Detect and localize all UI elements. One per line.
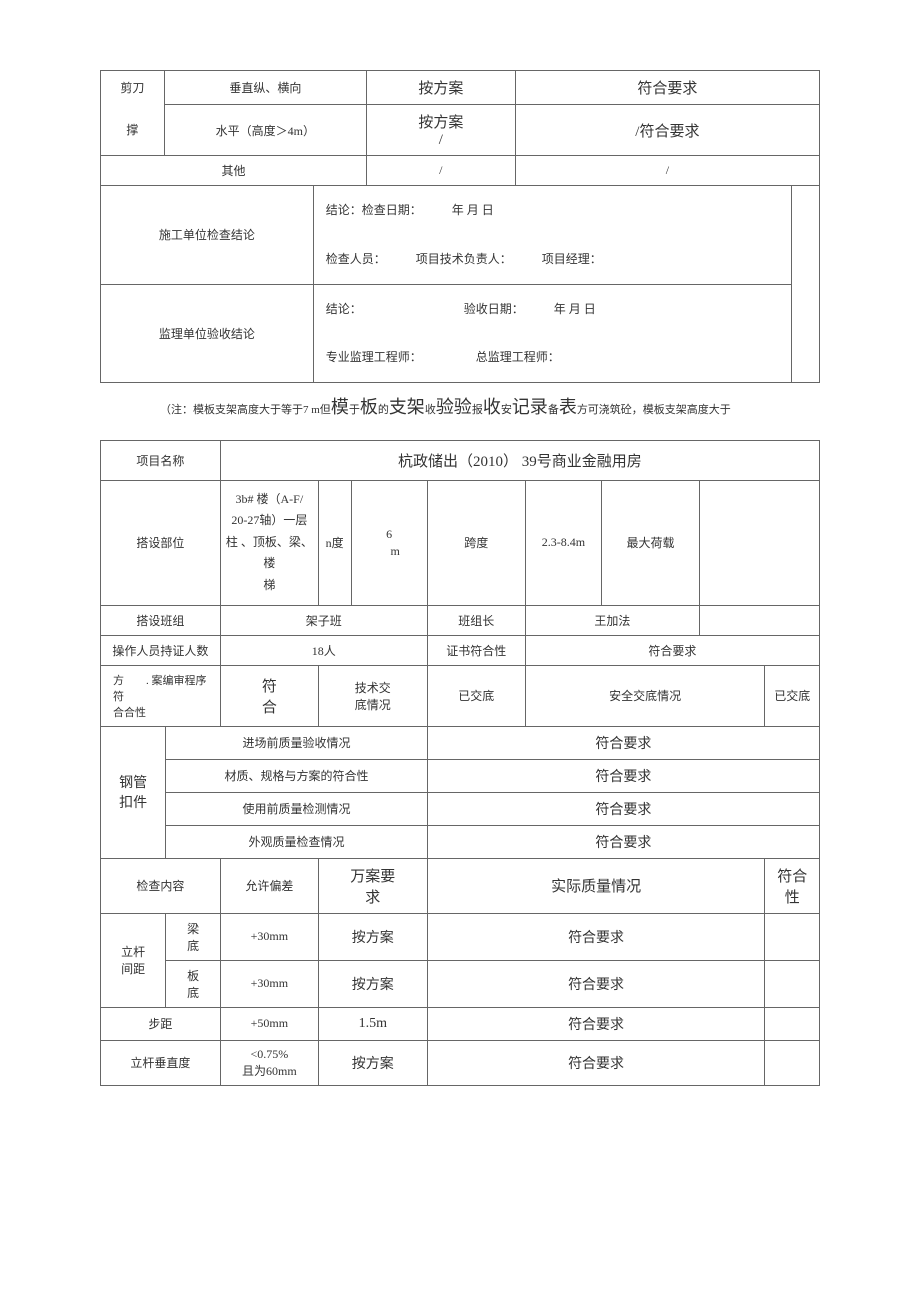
steel-r1-value: 符合要求 bbox=[427, 726, 819, 759]
t1-r1c2: 垂直纵、横向 bbox=[164, 71, 366, 105]
t1-construct-line1: 结论：检查日期： 年 月 日 bbox=[313, 186, 792, 235]
certcount-label: 操作人员持证人数 bbox=[101, 635, 221, 665]
tol-50: +50mm bbox=[220, 1007, 318, 1040]
steel-label: 钢管 扣件 bbox=[101, 726, 166, 858]
vert-conf: 符合要求 bbox=[427, 1040, 765, 1085]
step-label: 步距 bbox=[101, 1007, 221, 1040]
t1-r2c3: 按方案 / bbox=[366, 105, 515, 156]
t1-construct-label: 施工单位检查结论 bbox=[101, 186, 314, 285]
step-plan: 1.5m bbox=[318, 1007, 427, 1040]
steel-r4-value: 符合要求 bbox=[427, 825, 819, 858]
vert-plan: 按方案 bbox=[318, 1040, 427, 1085]
special-value: 符 合 bbox=[220, 665, 318, 726]
conf-req2: 符合要求 bbox=[427, 960, 765, 1007]
t1-r3c2: / bbox=[366, 156, 515, 186]
beam-bottom: 梁 底 bbox=[166, 913, 220, 960]
tol-30b: +30mm bbox=[220, 960, 318, 1007]
certconf-value: 符合要求 bbox=[525, 635, 819, 665]
certconf-label: 证书符合性 bbox=[427, 635, 525, 665]
safety-label: 安全交底情况 bbox=[525, 665, 765, 726]
vert-label: 立杆垂直度 bbox=[101, 1040, 221, 1085]
t1-construct-line2: 检查人员： 项目技术负责人： 项目经理： bbox=[313, 235, 792, 284]
pole-label: 立杆 间距 bbox=[101, 913, 166, 1007]
team-label: 搭设班组 bbox=[101, 605, 221, 635]
hdr-actual: 实际质量情况 bbox=[427, 858, 765, 913]
hdr-check: 检查内容 bbox=[101, 858, 221, 913]
hdr-tolerance: 允许偏差 bbox=[220, 858, 318, 913]
blank-conf4 bbox=[765, 1040, 820, 1085]
blank-conf1 bbox=[765, 913, 820, 960]
tech-value: 已交底 bbox=[427, 665, 525, 726]
plan-scheme2: 按方案 bbox=[318, 960, 427, 1007]
certcount-value: 18人 bbox=[220, 635, 427, 665]
project-name-label: 项目名称 bbox=[101, 440, 221, 480]
steel-r2-value: 符合要求 bbox=[427, 759, 819, 792]
table-main: 项目名称 杭政储出（2010） 39号商业金融用房 搭设部位 3b# 楼（A-F… bbox=[100, 440, 820, 1086]
hdr-plan: 万案要 求 bbox=[318, 858, 427, 913]
t1-r2c4: /符合要求 bbox=[515, 105, 819, 156]
plan-scheme1: 按方案 bbox=[318, 913, 427, 960]
t1-r1c4: 符合要求 bbox=[515, 71, 819, 105]
hdr-conf: 符合 性 bbox=[765, 858, 820, 913]
steel-r3-value: 符合要求 bbox=[427, 792, 819, 825]
steel-r4-label: 外观质量检查情况 bbox=[166, 825, 427, 858]
board-bottom: 板 底 bbox=[166, 960, 220, 1007]
t1-r2c1: 撑 bbox=[101, 105, 165, 156]
t1-r3c1: 其他 bbox=[101, 156, 367, 186]
location-label: 搭设部位 bbox=[101, 480, 221, 605]
leader-label: 班组长 bbox=[427, 605, 525, 635]
steel-r2-label: 材质、规格与方案的符合性 bbox=[166, 759, 427, 792]
tol-30a: +30mm bbox=[220, 913, 318, 960]
steel-r1-label: 进场前质量验收情况 bbox=[166, 726, 427, 759]
t1-supervise-line1: 结论： 验收日期： 年 月 日 bbox=[313, 284, 792, 333]
leader-value: 王加法 bbox=[525, 605, 699, 635]
t1-r1c3: 按方案 bbox=[366, 71, 515, 105]
team-blank bbox=[700, 605, 820, 635]
conf-req1: 符合要求 bbox=[427, 913, 765, 960]
t1-r2c2: 水平（高度＞4m） bbox=[164, 105, 366, 156]
team-value: 架子班 bbox=[220, 605, 427, 635]
project-name-value: 杭政储出（2010） 39号商业金融用房 bbox=[220, 440, 819, 480]
vert-tol: <0.75% 且为60mm bbox=[220, 1040, 318, 1085]
t1-supervise-line2: 专业监理工程师： 总监理工程师： bbox=[313, 333, 792, 382]
span-value: 2.3-8.4m bbox=[525, 480, 601, 605]
span-label: 跨度 bbox=[427, 480, 525, 605]
height-value: 6 m bbox=[351, 480, 427, 605]
special-label: 方 . 案编审程序符 合合性 bbox=[101, 665, 221, 726]
note-text: （注：模板支架高度大于等于7 m但模于板的支架收验验报收安记录备表方可浇筑砼，模… bbox=[100, 383, 820, 439]
t1-r1c1: 剪刀 bbox=[101, 71, 165, 105]
blank-conf3 bbox=[765, 1007, 820, 1040]
tech-label: 技术交 底情况 bbox=[318, 665, 427, 726]
step-conf: 符合要求 bbox=[427, 1007, 765, 1040]
location-value: 3b# 楼（A-F/ 20-27轴）一层 柱 、顶板、梁、楼 梯 bbox=[220, 480, 318, 605]
blank-conf2 bbox=[765, 960, 820, 1007]
t1-supervise-label: 监理单位验收结论 bbox=[101, 284, 314, 383]
t1-right-gutter bbox=[792, 186, 820, 383]
table-top: 剪刀 垂直纵、横向 按方案 符合要求 撑 水平（高度＞4m） 按方案 / /符合… bbox=[100, 70, 820, 383]
maxload-value bbox=[700, 480, 820, 605]
height-label: n度 bbox=[318, 480, 351, 605]
steel-r3-label: 使用前质量检测情况 bbox=[166, 792, 427, 825]
t1-r3c3: / bbox=[515, 156, 819, 186]
safety-value: 已交底 bbox=[765, 665, 820, 726]
maxload-label: 最大荷载 bbox=[602, 480, 700, 605]
